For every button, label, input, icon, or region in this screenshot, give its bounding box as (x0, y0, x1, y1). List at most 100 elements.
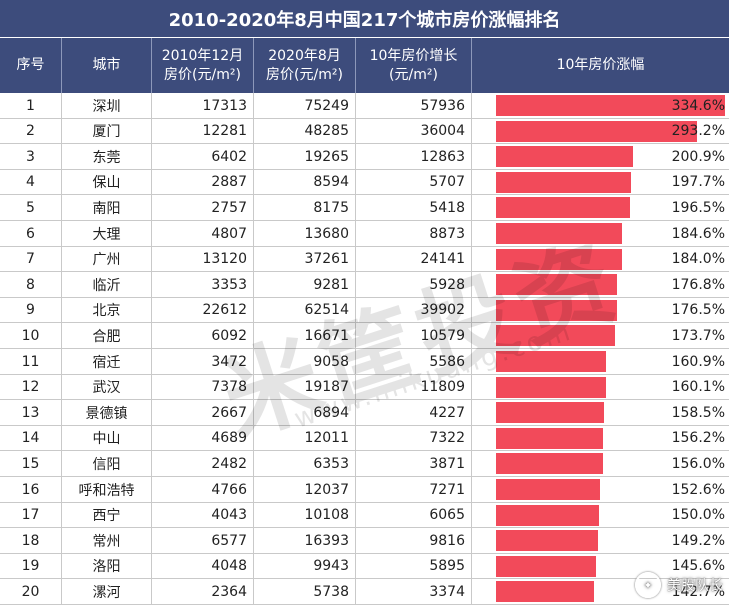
row-city: 厦门 (62, 118, 152, 144)
growth-label: 150.0% (671, 507, 725, 524)
row-price-2010: 3472 (152, 349, 254, 374)
row-price-2010: 13120 (152, 246, 254, 272)
growth-cell: 145.6% (472, 554, 729, 579)
growth-label: 176.5% (671, 302, 725, 319)
growth-label: 196.5% (671, 199, 725, 216)
growth-cell: 176.5% (472, 298, 729, 323)
growth-label: 158.5% (671, 404, 725, 421)
table-row: 3 东莞 6402 19265 12863 200.9% (0, 144, 729, 170)
row-price-2020: 19187 (254, 374, 356, 400)
growth-bar (496, 402, 605, 424)
row-price-2010: 2482 (152, 451, 254, 477)
table-title: 2010-2020年8月中国217个城市房价涨幅排名 (0, 0, 729, 38)
row-city: 大理 (62, 221, 152, 246)
row-index: 7 (0, 246, 62, 272)
growth-cell: 293.2% (472, 119, 729, 144)
row-city: 深圳 (62, 93, 152, 118)
growth-bar (496, 146, 634, 168)
row-increase: 24141 (356, 246, 472, 272)
table-row: 2 厦门 12281 48285 36004 293.2% (0, 118, 729, 145)
row-index: 18 (0, 528, 62, 554)
row-price-2020: 9058 (254, 349, 356, 374)
row-price-2010: 12281 (152, 118, 254, 144)
row-price-2020: 37261 (254, 246, 356, 272)
row-price-2020: 13680 (254, 221, 356, 246)
row-increase: 5418 (356, 195, 472, 221)
growth-label: 160.1% (671, 379, 725, 396)
row-price-2020: 62514 (254, 297, 356, 323)
growth-bar (496, 120, 697, 142)
growth-label: 152.6% (671, 481, 725, 498)
row-price-2010: 2757 (152, 195, 254, 221)
row-increase: 6065 (356, 502, 472, 528)
row-city: 广州 (62, 246, 152, 272)
row-price-2010: 4807 (152, 221, 254, 246)
row-index: 11 (0, 349, 62, 374)
table-row: 20 漯河 2364 5738 3374 142.7% (0, 579, 729, 605)
growth-bar (496, 581, 594, 603)
header-growth: 10年房价涨幅 (556, 57, 645, 73)
row-increase: 5707 (356, 169, 472, 195)
row-index: 6 (0, 221, 62, 246)
row-city: 宿迁 (62, 349, 152, 374)
growth-label: 142.7% (671, 583, 725, 600)
row-increase: 3871 (356, 451, 472, 477)
row-city: 南阳 (62, 195, 152, 221)
growth-bar (496, 555, 596, 577)
row-price-2020: 48285 (254, 118, 356, 144)
growth-cell: 149.2% (472, 528, 729, 553)
row-increase: 39902 (356, 297, 472, 323)
row-city: 景德镇 (62, 400, 152, 426)
row-city: 武汉 (62, 374, 152, 400)
growth-bar (496, 248, 622, 270)
row-increase: 7271 (356, 477, 472, 502)
row-price-2010: 2887 (152, 169, 254, 195)
table-row: 19 洛阳 4048 9943 5895 145.6% (0, 553, 729, 580)
growth-bar (496, 376, 606, 398)
growth-bar (496, 197, 631, 219)
row-price-2010: 6092 (152, 323, 254, 349)
table-row: 8 临沂 3353 9281 5928 176.8% (0, 272, 729, 298)
row-city: 洛阳 (62, 553, 152, 579)
row-price-2020: 16671 (254, 323, 356, 349)
row-index: 5 (0, 195, 62, 221)
growth-bar (496, 479, 601, 500)
row-price-2020: 12037 (254, 477, 356, 502)
growth-label: 334.6% (671, 97, 725, 114)
growth-cell: 200.9% (472, 144, 729, 169)
row-price-2020: 8175 (254, 195, 356, 221)
growth-label: 293.2% (671, 123, 725, 140)
growth-bar (496, 325, 615, 347)
growth-cell: 184.0% (472, 247, 729, 272)
growth-cell: 158.5% (472, 400, 729, 425)
header-price-2020: 2020年8月 房价(元/m²) (254, 38, 356, 93)
table-row: 15 信阳 2482 6353 3871 156.0% (0, 451, 729, 477)
row-price-2010: 17313 (152, 93, 254, 118)
header-index: 序号 (0, 38, 62, 93)
wechat-icon: ✦ (635, 572, 661, 598)
row-price-2020: 75249 (254, 93, 356, 118)
row-increase: 57936 (356, 93, 472, 118)
table-row: 11 宿迁 3472 9058 5586 160.9% (0, 349, 729, 375)
row-index: 4 (0, 169, 62, 195)
growth-cell: 152.6% (472, 477, 729, 502)
row-price-2020: 10108 (254, 502, 356, 528)
row-city: 中山 (62, 425, 152, 451)
growth-bar (496, 427, 603, 449)
table-row: 17 西宁 4043 10108 6065 150.0% (0, 502, 729, 529)
growth-label: 149.2% (671, 532, 725, 549)
row-price-2020: 5738 (254, 579, 356, 605)
growth-cell: 176.8% (472, 272, 729, 297)
growth-cell: 150.0% (472, 503, 729, 528)
table-row: 6 大理 4807 13680 8873 184.6% (0, 221, 729, 247)
row-price-2020: 8594 (254, 169, 356, 195)
row-city: 东莞 (62, 144, 152, 170)
growth-cell: 156.2% (472, 426, 729, 451)
row-price-2020: 6894 (254, 400, 356, 426)
row-index: 2 (0, 118, 62, 144)
row-increase: 5928 (356, 272, 472, 298)
table-row: 18 常州 6577 16393 9816 149.2% (0, 528, 729, 554)
row-city: 合肥 (62, 323, 152, 349)
row-price-2020: 9943 (254, 553, 356, 579)
row-increase: 12863 (356, 144, 472, 170)
